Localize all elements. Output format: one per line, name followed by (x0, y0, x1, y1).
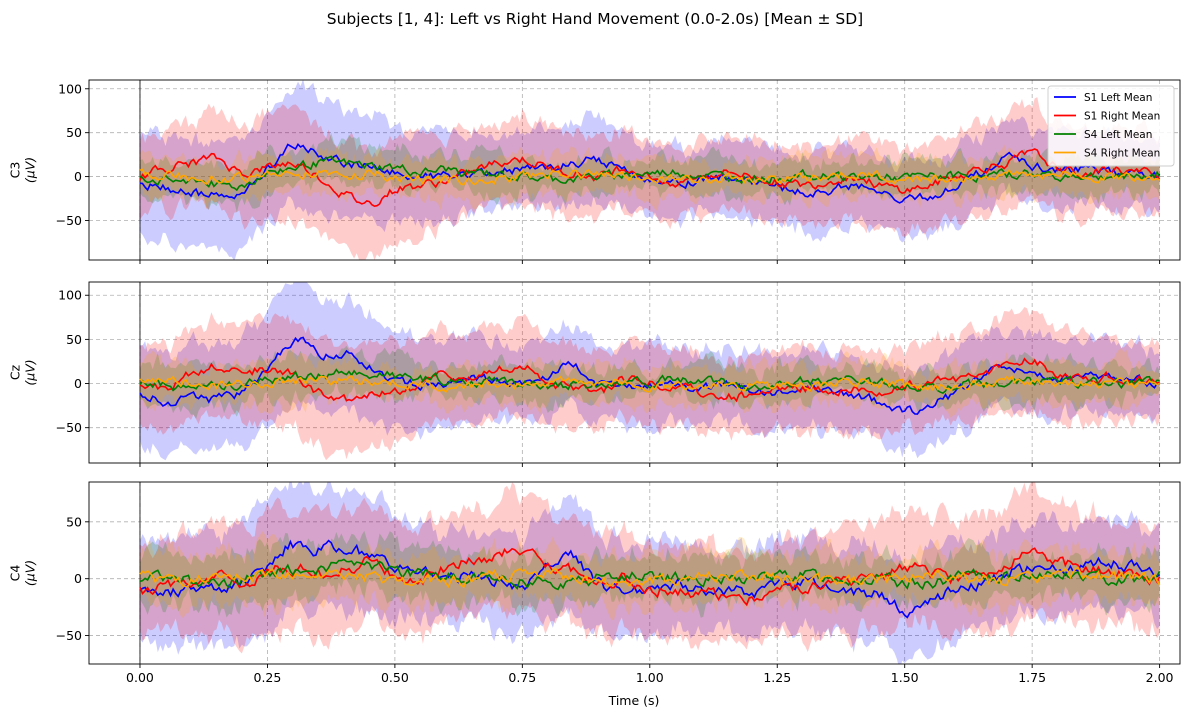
y-tick-label: −50 (56, 628, 82, 643)
x-axis-label: Time (s) (608, 693, 660, 708)
mean-line-s1-right-mean (139, 547, 1161, 607)
x-tick-label: 2.00 (1146, 670, 1174, 685)
sd-band-s1-left-mean (140, 282, 1160, 461)
y-tick-label: 0 (74, 571, 82, 586)
sd-band-s1-right-mean (140, 482, 1160, 654)
y-tick-label: 50 (66, 332, 82, 347)
sd-band-s4-right-mean (140, 531, 1160, 621)
mean-line-s4-left-mean (139, 155, 1161, 192)
plot-area (139, 80, 1161, 260)
figure-title: Subjects [1, 4]: Left vs Right Hand Move… (327, 10, 863, 28)
mean-line-s4-right-mean (139, 168, 1161, 186)
y-tick-label: 50 (66, 514, 82, 529)
sd-band-s4-left-mean (140, 530, 1160, 618)
legend-entry-label: S1 Left Mean (1084, 92, 1152, 104)
y-tick-label: 0 (74, 169, 82, 184)
sd-band-s1-left-mean (140, 80, 1160, 260)
x-tick-label: 1.50 (891, 670, 919, 685)
mean-line-s4-right-mean (139, 566, 1161, 589)
y-axis-label: Cz(μV) (8, 359, 38, 385)
axes-frame (88, 481, 1181, 665)
sd-band-s1-left-mean (140, 482, 1160, 664)
x-tick-label: 0.50 (381, 670, 409, 685)
y-tick-label: 0 (74, 376, 82, 391)
y-tick-label: −50 (56, 420, 82, 435)
x-tick-label: 0.00 (126, 670, 154, 685)
y-tick-label: 100 (58, 81, 82, 96)
axes-frame (88, 281, 1181, 464)
legend-entry-label: S4 Right Mean (1084, 148, 1160, 160)
y-axis-label: C4(μV) (8, 560, 38, 586)
plot-area (139, 282, 1160, 463)
plot-area (139, 482, 1161, 664)
panel-cz: −50 0 50 100 Cz(μV) (8, 281, 1181, 467)
y-tick-label: −50 (56, 213, 82, 228)
y-axis-label: C3(μV) (8, 157, 38, 183)
axes-frame (88, 79, 1181, 261)
x-tick-label: 1.25 (763, 670, 791, 685)
legend-entry-label: S4 Left Mean (1084, 129, 1152, 141)
mean-line-s4-left-mean (139, 558, 1161, 591)
x-tick-label: 1.75 (1018, 670, 1046, 685)
y-tick-label: 50 (66, 125, 82, 140)
x-tick-label: 1.00 (636, 670, 664, 685)
mean-line-s1-right-mean (139, 357, 1160, 403)
panel-c4: −50 0 50 0.00 0.25 0.50 0.75 1.00 1.25 1.50 1.75 2.… (8, 481, 1181, 685)
legend-box (1047, 85, 1175, 167)
x-tick-label: 0.25 (254, 670, 282, 685)
mean-line-s4-right-mean (139, 374, 1160, 393)
mean-line-s1-left-mean (139, 336, 1160, 415)
legend: S1 Left Mean S1 Right Mean S4 Left Mean S4 … (1047, 85, 1175, 167)
y-tick-label: 100 (58, 288, 82, 303)
panel-c3: −50 0 50 100 C3(μV) S1 Left Mean S1 Right Mean… (8, 79, 1181, 264)
legend-entry-label: S1 Right Mean (1084, 111, 1160, 123)
x-tick-label: 0.75 (508, 670, 536, 685)
